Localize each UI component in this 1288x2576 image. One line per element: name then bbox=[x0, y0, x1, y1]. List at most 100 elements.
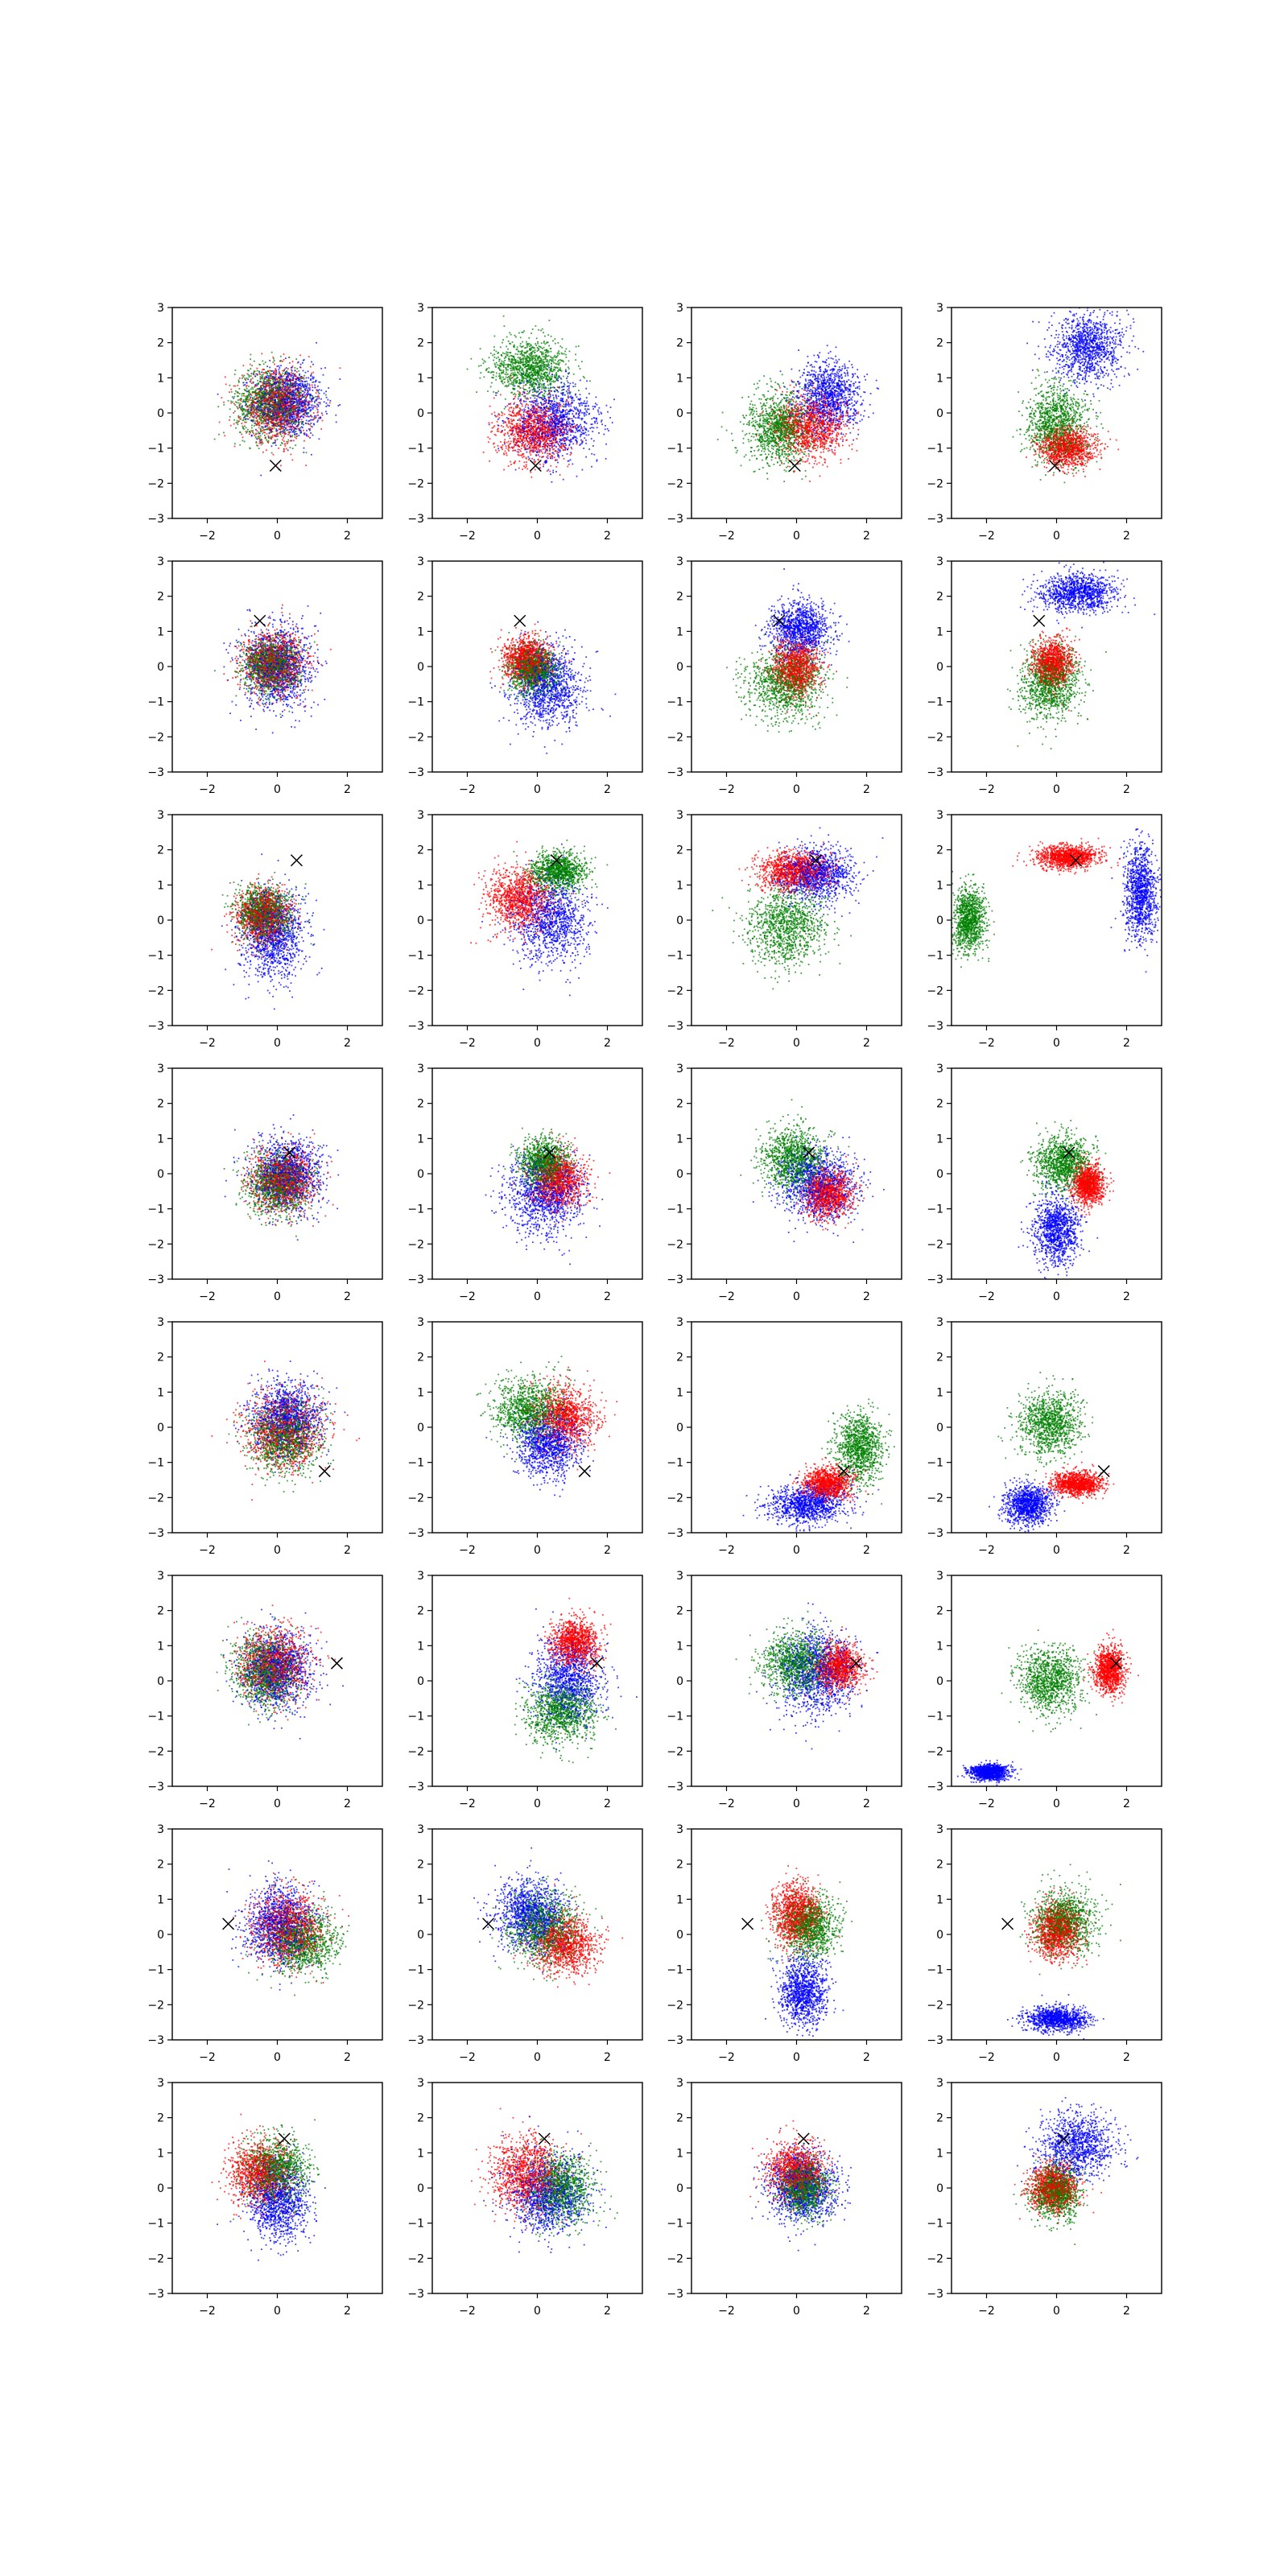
blue-point bbox=[589, 427, 591, 429]
green-point bbox=[279, 395, 280, 397]
green-point bbox=[308, 412, 309, 414]
green-point bbox=[271, 352, 273, 353]
red-point bbox=[258, 423, 259, 424]
green-point bbox=[279, 391, 280, 393]
green-point bbox=[279, 402, 280, 404]
blue-point bbox=[287, 407, 288, 409]
blue-point bbox=[559, 451, 561, 452]
green-point bbox=[281, 407, 283, 409]
green-point bbox=[535, 345, 537, 346]
blue-point bbox=[320, 416, 321, 418]
green-point bbox=[526, 363, 527, 365]
blue-point bbox=[308, 405, 309, 407]
blue-point bbox=[242, 406, 243, 407]
blue-point bbox=[300, 415, 302, 417]
red-point bbox=[256, 402, 258, 404]
red-point bbox=[267, 400, 269, 402]
green-point bbox=[280, 356, 282, 357]
red-point bbox=[246, 386, 247, 388]
red-point bbox=[513, 412, 514, 414]
blue-point bbox=[296, 403, 298, 405]
green-point bbox=[277, 402, 279, 403]
blue-point bbox=[289, 429, 291, 431]
red-point bbox=[272, 422, 274, 423]
green-point bbox=[300, 392, 302, 394]
blue-point bbox=[489, 424, 490, 426]
blue-point bbox=[260, 475, 262, 477]
red-point bbox=[547, 470, 548, 472]
red-point bbox=[283, 383, 284, 385]
green-point bbox=[493, 374, 494, 376]
red-point bbox=[274, 364, 275, 365]
blue-point bbox=[298, 419, 299, 421]
red-point bbox=[269, 402, 270, 403]
blue-point bbox=[270, 429, 271, 431]
green-point bbox=[241, 398, 242, 400]
red-point bbox=[261, 423, 262, 424]
green-point bbox=[246, 388, 248, 390]
red-point bbox=[510, 411, 511, 412]
blue-point bbox=[308, 408, 309, 410]
red-point bbox=[282, 380, 283, 382]
blue-point bbox=[320, 402, 321, 403]
green-point bbox=[272, 443, 274, 444]
red-point bbox=[520, 438, 522, 440]
green-point bbox=[552, 361, 554, 362]
red-point bbox=[252, 378, 254, 379]
green-point bbox=[300, 388, 302, 390]
red-point bbox=[555, 466, 557, 468]
red-point bbox=[287, 434, 289, 436]
green-point bbox=[543, 369, 545, 371]
blue-point bbox=[330, 400, 332, 402]
blue-point bbox=[310, 379, 312, 381]
green-point bbox=[493, 360, 494, 361]
green-point bbox=[291, 394, 292, 395]
blue-point bbox=[269, 387, 270, 389]
red-point bbox=[510, 403, 511, 405]
blue-point bbox=[287, 392, 289, 394]
blue-point bbox=[324, 401, 325, 402]
blue-point bbox=[291, 406, 292, 407]
green-point bbox=[237, 423, 239, 425]
green-point bbox=[566, 357, 568, 358]
green-point bbox=[483, 362, 485, 364]
green-point bbox=[273, 400, 275, 402]
blue-point bbox=[547, 417, 549, 419]
green-point bbox=[565, 369, 567, 370]
green-point bbox=[254, 391, 256, 393]
green-point bbox=[287, 385, 288, 386]
red-point bbox=[283, 394, 285, 395]
green-point bbox=[259, 405, 261, 407]
blue-point bbox=[320, 390, 322, 391]
red-point bbox=[285, 398, 287, 399]
green-point bbox=[242, 415, 244, 416]
blue-point bbox=[539, 393, 540, 394]
green-point bbox=[517, 366, 518, 368]
red-point bbox=[295, 393, 296, 394]
blue-point bbox=[303, 424, 304, 426]
green-point bbox=[488, 371, 489, 373]
blue-point bbox=[300, 382, 302, 384]
blue-point bbox=[328, 405, 330, 407]
blue-point bbox=[291, 370, 293, 372]
blue-point bbox=[336, 422, 337, 423]
blue-point bbox=[312, 407, 313, 408]
green-point bbox=[284, 424, 286, 426]
green-point bbox=[259, 394, 261, 395]
red-point bbox=[270, 396, 271, 398]
green-point bbox=[493, 346, 495, 348]
green-point bbox=[265, 390, 266, 392]
blue-point bbox=[275, 379, 276, 381]
blue-point bbox=[591, 466, 592, 468]
red-point bbox=[273, 454, 275, 456]
blue-point bbox=[572, 421, 574, 423]
green-point bbox=[270, 391, 272, 393]
red-point bbox=[521, 455, 522, 456]
red-point bbox=[262, 394, 263, 396]
green-point bbox=[237, 402, 238, 403]
green-point bbox=[558, 350, 559, 352]
blue-point bbox=[280, 431, 282, 433]
blue-point bbox=[556, 407, 558, 408]
green-point bbox=[291, 435, 293, 436]
